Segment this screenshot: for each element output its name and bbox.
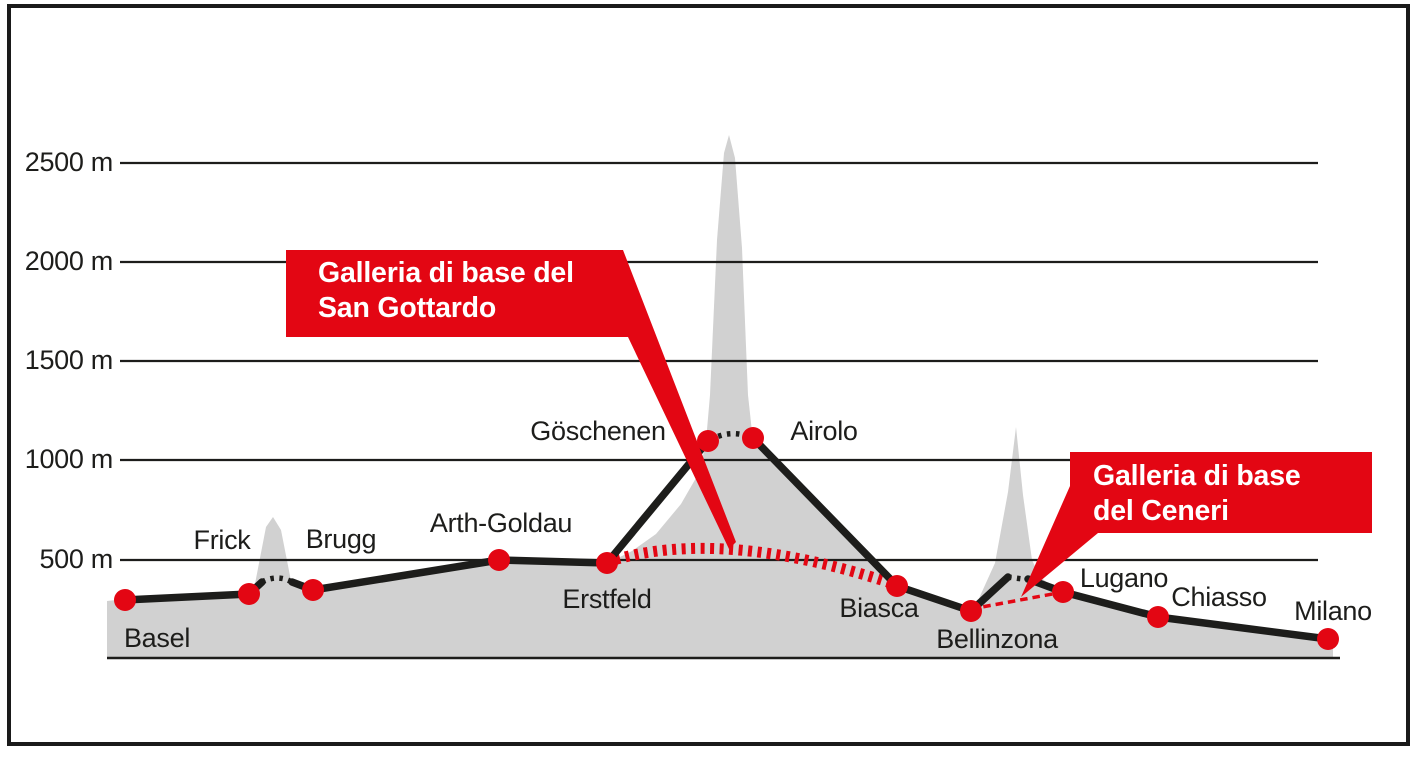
station-dot-milano xyxy=(1317,628,1339,650)
station-dot-arth-goldau xyxy=(488,549,510,571)
callout-gotthard-line1: Galleria di base del xyxy=(318,257,574,289)
terrain-silhouette xyxy=(107,135,1333,658)
callout-gotthard-line2: San Gottardo xyxy=(318,292,497,324)
station-label-lugano: Lugano xyxy=(1079,563,1169,593)
callout-ceneri-shape xyxy=(1021,452,1372,597)
station-label-airolo: Airolo xyxy=(790,416,858,446)
station-label-erstfeld: Erstfeld xyxy=(562,584,652,614)
station-dot-basel xyxy=(114,589,136,611)
station-dot-chiasso xyxy=(1147,606,1169,628)
station-dot-biasca xyxy=(886,575,908,597)
callout-gotthard-shape xyxy=(286,250,736,549)
callout-ceneri-label: Galleria di base del Ceneri xyxy=(1093,459,1301,529)
station-label-bellinzona: Bellinzona xyxy=(936,624,1058,654)
station-label-milano: Milano xyxy=(1294,596,1372,626)
station-label-goeschenen: Göschenen xyxy=(530,416,666,446)
ceneri-summit-tunnel xyxy=(1007,574,1031,583)
station-dot-lugano xyxy=(1052,581,1074,603)
y-axis-label-2000m: 2000 m xyxy=(24,246,114,276)
y-axis-label-1000m: 1000 m xyxy=(24,444,114,474)
callout-gotthard-label: Galleria di base del San Gottardo xyxy=(318,256,574,326)
station-label-frick: Frick xyxy=(193,525,251,555)
station-dot-bellinzona xyxy=(960,600,982,622)
station-dot-frick xyxy=(238,583,260,605)
station-label-basel: Basel xyxy=(123,623,191,653)
boezberg-summit-tunnel xyxy=(260,575,294,585)
gotthard-base-tunnel xyxy=(605,542,899,591)
y-axis-label-500m: 500 m xyxy=(39,544,113,574)
station-dot-brugg xyxy=(302,579,324,601)
callout-ceneri-line2: del Ceneri xyxy=(1093,495,1229,527)
callout-ceneri-line1: Galleria di base xyxy=(1093,460,1301,492)
station-dot-goeschenen xyxy=(697,430,719,452)
ceneri-base-tunnel xyxy=(970,591,1059,611)
railway-line-segment-4 xyxy=(1024,575,1332,643)
station-label-chiasso: Chiasso xyxy=(1171,582,1267,612)
station-dot-erstfeld xyxy=(596,552,618,574)
station-label-arth-goldau: Arth-Goldau xyxy=(429,508,573,538)
y-axis-label-2500m: 2500 m xyxy=(24,147,114,177)
station-label-brugg: Brugg xyxy=(305,524,377,554)
railway-line-segment-3 xyxy=(749,434,1012,615)
station-label-biasca: Biasca xyxy=(839,593,919,623)
station-dot-airolo xyxy=(742,427,764,449)
y-axis-label-1500m: 1500 m xyxy=(24,345,114,375)
